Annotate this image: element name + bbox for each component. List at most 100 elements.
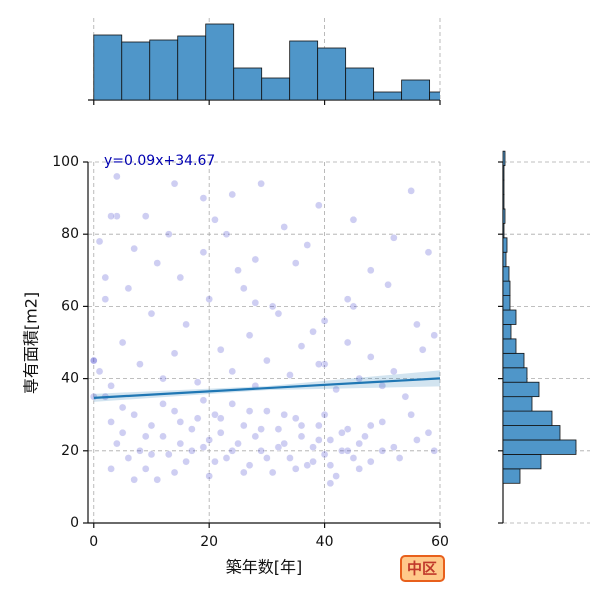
point bbox=[407, 187, 415, 195]
point bbox=[136, 360, 144, 369]
point bbox=[124, 454, 133, 462]
y-tick-label: 100 bbox=[52, 154, 79, 170]
point bbox=[355, 439, 364, 448]
point bbox=[320, 316, 329, 325]
point bbox=[164, 450, 173, 459]
point bbox=[314, 436, 323, 444]
hist-bar bbox=[502, 309, 517, 325]
point bbox=[164, 230, 173, 239]
point bbox=[228, 190, 237, 199]
point bbox=[303, 241, 312, 249]
point bbox=[205, 436, 214, 444]
point bbox=[366, 457, 375, 466]
hist-bar bbox=[502, 150, 506, 167]
point bbox=[320, 360, 329, 369]
confidence-band bbox=[93, 370, 440, 402]
point bbox=[199, 396, 208, 405]
point bbox=[228, 400, 237, 408]
hist-bar bbox=[502, 165, 505, 181]
point bbox=[239, 468, 248, 477]
hist-bar bbox=[502, 396, 533, 412]
point bbox=[309, 443, 317, 452]
point bbox=[234, 439, 242, 448]
hist-bar bbox=[429, 91, 440, 101]
point bbox=[107, 212, 115, 220]
point bbox=[159, 432, 167, 441]
point bbox=[297, 342, 306, 350]
point bbox=[193, 378, 202, 387]
point bbox=[205, 472, 214, 480]
x-axis-label: 築年数[年] bbox=[226, 558, 303, 577]
point bbox=[147, 450, 156, 459]
point bbox=[366, 421, 375, 430]
point bbox=[182, 457, 190, 466]
hist-bar bbox=[502, 266, 510, 282]
point bbox=[349, 215, 358, 224]
point bbox=[239, 421, 248, 430]
x-tick-label: 60 bbox=[431, 534, 449, 550]
point bbox=[286, 371, 294, 379]
hist-bar bbox=[502, 381, 540, 398]
point bbox=[107, 418, 115, 426]
hist-bar bbox=[502, 208, 506, 224]
x-tick-label: 0 bbox=[89, 534, 98, 550]
point bbox=[320, 450, 329, 459]
point bbox=[95, 237, 104, 246]
point bbox=[326, 461, 335, 470]
point bbox=[274, 425, 283, 433]
hist-bar bbox=[401, 79, 431, 101]
point bbox=[188, 446, 196, 455]
badge: 中区 bbox=[407, 560, 437, 578]
point bbox=[389, 233, 398, 242]
point bbox=[245, 331, 254, 340]
point bbox=[424, 248, 433, 257]
point bbox=[141, 212, 150, 220]
point bbox=[343, 425, 352, 433]
point bbox=[280, 439, 289, 448]
points bbox=[89, 172, 439, 488]
point bbox=[291, 465, 300, 473]
badge-box bbox=[400, 555, 445, 582]
point bbox=[170, 407, 179, 415]
hist-bar bbox=[345, 67, 375, 101]
point bbox=[130, 475, 139, 484]
point bbox=[170, 179, 179, 188]
x-tick-label: 20 bbox=[200, 534, 218, 550]
point bbox=[211, 215, 219, 224]
point bbox=[413, 320, 421, 329]
point bbox=[176, 273, 185, 282]
point bbox=[389, 443, 398, 452]
point bbox=[153, 475, 162, 484]
point bbox=[268, 302, 277, 311]
point bbox=[349, 454, 358, 462]
point bbox=[141, 432, 150, 441]
hist-bar bbox=[502, 468, 521, 484]
point bbox=[413, 436, 421, 444]
point bbox=[199, 443, 208, 452]
point bbox=[113, 172, 121, 181]
point bbox=[118, 403, 127, 412]
point bbox=[268, 468, 277, 477]
point bbox=[199, 248, 208, 257]
point bbox=[147, 309, 156, 318]
point bbox=[245, 407, 254, 415]
point bbox=[338, 428, 346, 437]
y-tick-label: 60 bbox=[61, 298, 79, 314]
point bbox=[320, 410, 329, 419]
point bbox=[159, 400, 167, 408]
point bbox=[332, 385, 340, 394]
point bbox=[389, 367, 398, 376]
hist-bar bbox=[205, 23, 235, 101]
hist-bar bbox=[502, 454, 542, 470]
point bbox=[430, 331, 439, 340]
regression-label: y=0.09x+34.67 bbox=[104, 153, 215, 169]
point bbox=[280, 223, 289, 231]
point bbox=[309, 457, 317, 466]
regression-line bbox=[93, 377, 441, 399]
point bbox=[182, 320, 190, 329]
point bbox=[101, 295, 110, 304]
hist-bar bbox=[502, 367, 528, 383]
point bbox=[107, 381, 115, 390]
hist-bar bbox=[261, 77, 291, 101]
